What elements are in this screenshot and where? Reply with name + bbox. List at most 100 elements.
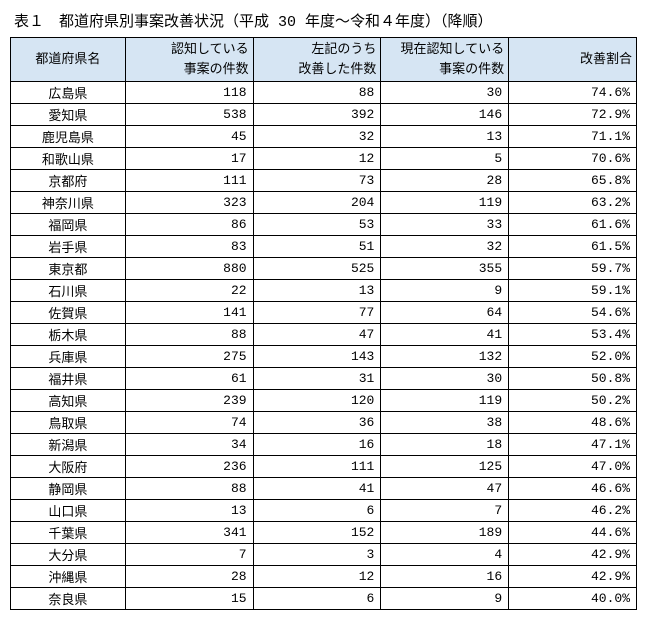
cell-recognized: 111 xyxy=(125,170,253,192)
table-row: 大阪府23611112547.0% xyxy=(11,456,637,478)
cell-current: 41 xyxy=(381,324,509,346)
cell-recognized: 239 xyxy=(125,390,253,412)
cell-improved: 12 xyxy=(253,566,381,588)
cell-current: 119 xyxy=(381,390,509,412)
cell-prefecture: 福岡県 xyxy=(11,214,126,236)
improvement-status-table: 都道府県名 認知している 事案の件数 左記のうち 改善した件数 現在認知している… xyxy=(10,37,637,610)
cell-rate: 74.6% xyxy=(509,82,637,104)
cell-rate: 40.0% xyxy=(509,588,637,610)
cell-prefecture: 静岡県 xyxy=(11,478,126,500)
header-current-line1: 現在認知している xyxy=(401,42,505,57)
table-row: 鳥取県74363848.6% xyxy=(11,412,637,434)
cell-improved: 392 xyxy=(253,104,381,126)
cell-recognized: 83 xyxy=(125,236,253,258)
table-row: 福井県61313050.8% xyxy=(11,368,637,390)
cell-current: 7 xyxy=(381,500,509,522)
cell-improved: 3 xyxy=(253,544,381,566)
cell-recognized: 13 xyxy=(125,500,253,522)
cell-prefecture: 栃木県 xyxy=(11,324,126,346)
cell-improved: 204 xyxy=(253,192,381,214)
cell-recognized: 28 xyxy=(125,566,253,588)
cell-rate: 46.2% xyxy=(509,500,637,522)
table-row: 栃木県88474153.4% xyxy=(11,324,637,346)
cell-current: 119 xyxy=(381,192,509,214)
cell-improved: 88 xyxy=(253,82,381,104)
cell-prefecture: 広島県 xyxy=(11,82,126,104)
cell-recognized: 86 xyxy=(125,214,253,236)
cell-improved: 111 xyxy=(253,456,381,478)
cell-prefecture: 大阪府 xyxy=(11,456,126,478)
cell-current: 125 xyxy=(381,456,509,478)
header-rate-label: 改善割合 xyxy=(580,52,632,67)
cell-prefecture: 山口県 xyxy=(11,500,126,522)
table-row: 京都府111732865.8% xyxy=(11,170,637,192)
cell-improved: 77 xyxy=(253,302,381,324)
cell-improved: 6 xyxy=(253,500,381,522)
header-improved-line1: 左記のうち xyxy=(311,42,376,57)
cell-prefecture: 愛知県 xyxy=(11,104,126,126)
cell-current: 189 xyxy=(381,522,509,544)
cell-recognized: 275 xyxy=(125,346,253,368)
cell-rate: 47.1% xyxy=(509,434,637,456)
cell-prefecture: 鳥取県 xyxy=(11,412,126,434)
cell-rate: 42.9% xyxy=(509,566,637,588)
header-rate: 改善割合 xyxy=(509,38,637,82)
cell-rate: 72.9% xyxy=(509,104,637,126)
cell-improved: 6 xyxy=(253,588,381,610)
cell-prefecture: 和歌山県 xyxy=(11,148,126,170)
cell-prefecture: 福井県 xyxy=(11,368,126,390)
table-row: 千葉県34115218944.6% xyxy=(11,522,637,544)
cell-recognized: 22 xyxy=(125,280,253,302)
cell-current: 18 xyxy=(381,434,509,456)
cell-rate: 61.6% xyxy=(509,214,637,236)
cell-prefecture: 佐賀県 xyxy=(11,302,126,324)
cell-current: 5 xyxy=(381,148,509,170)
header-current: 現在認知している 事案の件数 xyxy=(381,38,509,82)
cell-rate: 54.6% xyxy=(509,302,637,324)
header-improved: 左記のうち 改善した件数 xyxy=(253,38,381,82)
cell-current: 30 xyxy=(381,82,509,104)
header-prefecture: 都道府県名 xyxy=(11,38,126,82)
cell-current: 9 xyxy=(381,280,509,302)
cell-improved: 525 xyxy=(253,258,381,280)
table-row: 東京都88052535559.7% xyxy=(11,258,637,280)
cell-current: 355 xyxy=(381,258,509,280)
cell-current: 64 xyxy=(381,302,509,324)
cell-recognized: 61 xyxy=(125,368,253,390)
header-prefecture-label: 都道府県名 xyxy=(35,52,100,67)
table-row: 石川県2213959.1% xyxy=(11,280,637,302)
cell-current: 9 xyxy=(381,588,509,610)
cell-prefecture: 京都府 xyxy=(11,170,126,192)
cell-recognized: 323 xyxy=(125,192,253,214)
cell-current: 30 xyxy=(381,368,509,390)
cell-rate: 46.6% xyxy=(509,478,637,500)
cell-recognized: 538 xyxy=(125,104,253,126)
cell-prefecture: 高知県 xyxy=(11,390,126,412)
cell-improved: 12 xyxy=(253,148,381,170)
table-row: 大分県73442.9% xyxy=(11,544,637,566)
cell-rate: 48.6% xyxy=(509,412,637,434)
cell-prefecture: 大分県 xyxy=(11,544,126,566)
cell-rate: 71.1% xyxy=(509,126,637,148)
cell-improved: 73 xyxy=(253,170,381,192)
cell-recognized: 17 xyxy=(125,148,253,170)
cell-rate: 44.6% xyxy=(509,522,637,544)
table-row: 岩手県83513261.5% xyxy=(11,236,637,258)
cell-rate: 47.0% xyxy=(509,456,637,478)
table-row: 神奈川県32320411963.2% xyxy=(11,192,637,214)
cell-recognized: 74 xyxy=(125,412,253,434)
cell-rate: 52.0% xyxy=(509,346,637,368)
cell-rate: 61.5% xyxy=(509,236,637,258)
table-row: 佐賀県141776454.6% xyxy=(11,302,637,324)
cell-improved: 120 xyxy=(253,390,381,412)
cell-improved: 143 xyxy=(253,346,381,368)
cell-prefecture: 岩手県 xyxy=(11,236,126,258)
cell-rate: 63.2% xyxy=(509,192,637,214)
cell-rate: 53.4% xyxy=(509,324,637,346)
cell-recognized: 88 xyxy=(125,324,253,346)
table-title: 表１ 都道府県別事案改善状況（平成 30 年度～令和４年度）（降順） xyxy=(10,10,637,31)
header-recognized: 認知している 事案の件数 xyxy=(125,38,253,82)
cell-recognized: 880 xyxy=(125,258,253,280)
cell-improved: 31 xyxy=(253,368,381,390)
cell-current: 32 xyxy=(381,236,509,258)
